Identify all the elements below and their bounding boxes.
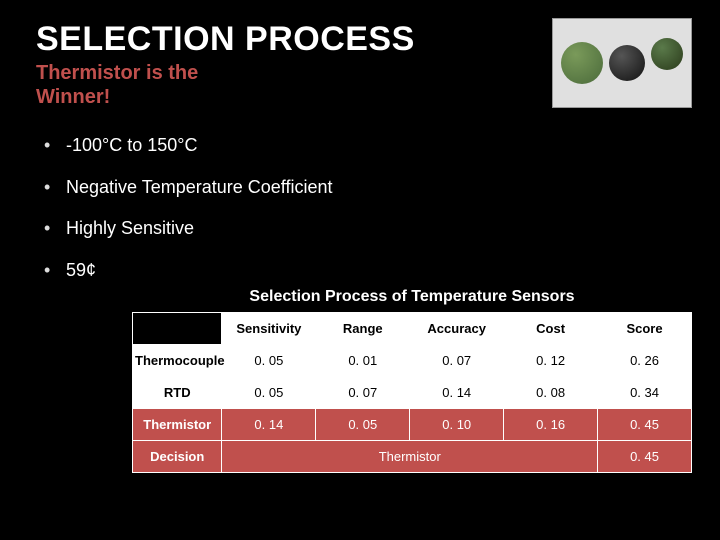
row-label: RTD <box>133 377 222 409</box>
table-row-highlight: Thermistor 0. 14 0. 05 0. 10 0. 16 0. 45 <box>133 409 692 441</box>
table-cell: 0. 07 <box>316 377 410 409</box>
thermistor-disc-darkgreen <box>651 38 683 70</box>
table-cell: 0. 01 <box>316 345 410 377</box>
table-cell: 0. 16 <box>504 409 598 441</box>
table-row: Thermocouple 0. 05 0. 01 0. 07 0. 12 0. … <box>133 345 692 377</box>
subtitle-line-1: Thermistor is the <box>36 62 198 84</box>
comparison-table-area: Selection Process of Temperature Sensors… <box>132 284 692 473</box>
decision-cell: Thermistor <box>222 441 598 473</box>
table-cell: 0. 14 <box>410 377 504 409</box>
table-row: RTD 0. 05 0. 07 0. 14 0. 08 0. 34 <box>133 377 692 409</box>
bullet-list: -100°C to 150°C Negative Temperature Coe… <box>0 119 720 291</box>
thermistor-disc-green <box>561 42 603 84</box>
thermistor-disc-black <box>609 45 645 81</box>
table-cell: 0. 07 <box>410 345 504 377</box>
table-cell: 0. 45 <box>598 441 692 473</box>
table-cell: 0. 14 <box>222 409 316 441</box>
table-cell: 0. 05 <box>222 345 316 377</box>
table-header-blank <box>133 313 222 345</box>
table-header: Sensitivity <box>222 313 316 345</box>
thermistor-image <box>552 18 692 108</box>
table-row-decision: Decision Thermistor 0. 45 <box>133 441 692 473</box>
table-cell: 0. 10 <box>410 409 504 441</box>
table-cell: 0. 26 <box>598 345 692 377</box>
table-cell: 0. 34 <box>598 377 692 409</box>
table-cell: 0. 05 <box>316 409 410 441</box>
bullet-item: Negative Temperature Coefficient <box>44 167 720 209</box>
table-cell: 0. 12 <box>504 345 598 377</box>
table-caption: Selection Process of Temperature Sensors <box>132 284 692 312</box>
table-cell: 0. 45 <box>598 409 692 441</box>
row-label: Decision <box>133 441 222 473</box>
table-header: Accuracy <box>410 313 504 345</box>
table-cell: 0. 08 <box>504 377 598 409</box>
comparison-table: Sensitivity Range Accuracy Cost Score Th… <box>132 312 692 473</box>
table-header: Cost <box>504 313 598 345</box>
bullet-item: -100°C to 150°C <box>44 125 720 167</box>
row-label: Thermistor <box>133 409 222 441</box>
table-header: Score <box>598 313 692 345</box>
table-cell: 0. 05 <box>222 377 316 409</box>
table-header-row: Sensitivity Range Accuracy Cost Score <box>133 313 692 345</box>
bullet-item: Highly Sensitive <box>44 208 720 250</box>
table-header: Range <box>316 313 410 345</box>
subtitle-line-2: Winner! <box>36 86 110 108</box>
row-label: Thermocouple <box>133 345 222 377</box>
